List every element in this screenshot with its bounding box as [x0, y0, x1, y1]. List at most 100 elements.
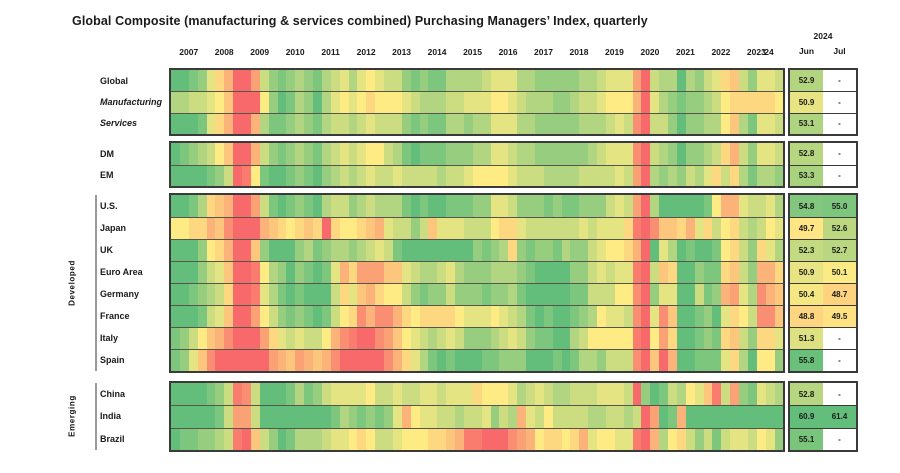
heatmap-cell: [375, 306, 384, 327]
heatmap-cell: [224, 383, 234, 406]
heatmap-cell: [490, 428, 500, 450]
heatmap-cell: [463, 350, 473, 371]
heatmap-cell: [304, 262, 313, 283]
heatmap-cell: [676, 350, 686, 371]
heatmap-cell: [543, 328, 553, 349]
heatmap-cell: [526, 262, 535, 283]
heatmap-cell: [357, 195, 367, 217]
heatmap-cell: [659, 240, 668, 261]
heatmap-cell: [721, 406, 731, 428]
heatmap-cell: [188, 383, 198, 406]
heatmap-cell: [233, 92, 242, 113]
heatmap-cell: [330, 113, 340, 134]
monthly-row: 50.4 48.7: [790, 283, 856, 305]
heatmap-cell: [517, 113, 526, 134]
heatmap-cell: [242, 306, 251, 327]
heatmap-cell: [206, 428, 216, 450]
heatmap-cell: [508, 328, 518, 349]
heatmap-cell: [712, 113, 722, 134]
heatmap-cell: [614, 195, 624, 217]
heatmap-cell: [641, 383, 651, 406]
heatmap-cell: [401, 428, 411, 450]
heatmap-cell: [632, 165, 642, 186]
heatmap-cell: [268, 284, 278, 305]
heatmap-cell: [215, 218, 225, 239]
heatmap-cell: [437, 350, 447, 371]
year-label: 2010: [285, 47, 305, 57]
monthly-panel-aggregate: 52.9-50.9-53.1-: [788, 68, 858, 136]
heatmap-cell: [428, 92, 438, 113]
heatmap-cell: [384, 70, 393, 92]
monthly-value-cell-jul: -: [823, 70, 856, 92]
heatmap-cell: [179, 383, 189, 406]
heatmap-cell: [446, 262, 455, 283]
heatmap-cell: [392, 284, 402, 305]
heatmap-cell: [446, 113, 455, 134]
monthly-value-cell-jun: 55.1: [790, 428, 823, 450]
group-label-developed: Developed: [67, 260, 77, 306]
heatmap-cell: [463, 284, 473, 305]
heatmap-cell: [712, 383, 722, 406]
year-label: 2014: [427, 47, 447, 57]
heatmap-cell: [259, 165, 269, 186]
heatmap-row: [171, 143, 784, 165]
heatmap-cell: [321, 383, 331, 406]
heatmap-cell: [641, 262, 651, 283]
heatmap-cell: [321, 284, 331, 305]
heatmap-cell: [570, 406, 580, 428]
heatmap-cell: [526, 350, 535, 371]
year-label: 2007: [179, 47, 199, 57]
heatmap-cell: [375, 70, 384, 92]
heatmap-cell: [668, 284, 677, 305]
heatmap-cell: [588, 328, 597, 349]
heatmap-cell: [304, 306, 313, 327]
heatmap-cell: [597, 284, 606, 305]
heatmap-cell: [446, 240, 455, 261]
heatmap-cell: [455, 240, 464, 261]
monthly-value-cell-jul: -: [823, 92, 856, 113]
heatmap-cell: [739, 406, 748, 428]
heatmap-cell: [295, 350, 305, 371]
monthly-value-cell-jul: -: [823, 165, 856, 186]
heatmap-cell: [534, 143, 544, 165]
heatmap-cell: [721, 262, 731, 283]
heatmap-cell: [437, 428, 447, 450]
heatmap-cell: [295, 428, 305, 450]
heatmap-cell: [499, 328, 509, 349]
heatmap-cell: [215, 113, 225, 134]
heatmap-cell: [242, 383, 251, 406]
heatmap-cell: [676, 165, 686, 186]
heatmap-cell: [242, 143, 251, 165]
heatmap-cell: [668, 143, 677, 165]
heatmap-cell: [712, 143, 722, 165]
group-bracket-line: [95, 383, 97, 450]
heatmap-cell: [765, 195, 775, 217]
monthly-row: 50.9 50.1: [790, 261, 856, 283]
heatmap-cell: [392, 350, 402, 371]
heatmap-cell: [481, 383, 491, 406]
heatmap-cell: [614, 328, 624, 349]
heatmap-cell: [472, 195, 482, 217]
heatmap-cell: [747, 350, 757, 371]
heatmap-cell: [171, 240, 180, 261]
heatmap-cell: [499, 165, 509, 186]
heatmap-cell: [747, 428, 757, 450]
heatmap-cell: [348, 406, 358, 428]
heatmap-cell: [313, 113, 322, 134]
heatmap-cell: [765, 70, 775, 92]
heatmap-cell: [179, 195, 189, 217]
heatmap-cell: [534, 92, 544, 113]
heatmap-cell: [171, 428, 180, 450]
heatmap-cell: [321, 350, 331, 371]
row-label-manufacturing: Manufacturing: [100, 96, 162, 107]
heatmap-cell: [721, 306, 731, 327]
monthly-row: 51.3-: [790, 327, 856, 349]
heatmap-cell: [508, 350, 518, 371]
heatmap-cell: [650, 284, 660, 305]
heatmap-cell: [206, 284, 216, 305]
heatmap-cell: [446, 350, 455, 371]
heatmap-cell: [561, 143, 571, 165]
heatmap-cell: [534, 428, 544, 450]
heatmap-cell: [543, 218, 553, 239]
heatmap-cell: [188, 113, 198, 134]
